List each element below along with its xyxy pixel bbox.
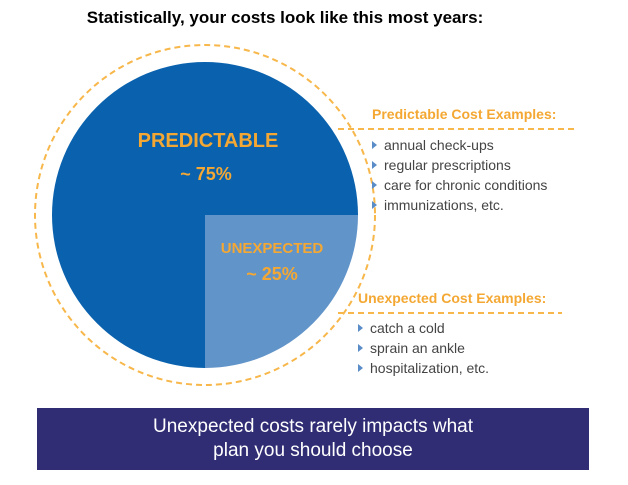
unexpected-examples-heading: Unexpected Cost Examples: <box>358 290 547 306</box>
pie-slice-predictable <box>52 62 358 368</box>
triangle-bullet-icon <box>372 161 377 169</box>
list-item: care for chronic conditions <box>372 175 547 195</box>
list-item: immunizations, etc. <box>372 195 547 215</box>
banner-line-2: plan you should choose <box>213 440 413 461</box>
list-item: sprain an ankle <box>358 338 489 358</box>
slice-label-unexpected: UNEXPECTED <box>221 240 324 257</box>
banner-line-1: Unexpected costs rarely impacts what <box>153 416 473 437</box>
triangle-bullet-icon <box>358 324 363 332</box>
list-item: regular prescriptions <box>372 155 547 175</box>
unexpected-examples-list: catch a cold sprain an ankle hospitaliza… <box>358 318 489 378</box>
page-title: Statistically, your costs look like this… <box>86 8 484 27</box>
outer-dashed-ring <box>34 44 376 386</box>
predictable-examples-list: annual check-ups regular prescriptions c… <box>372 135 547 215</box>
list-item: catch a cold <box>358 318 489 338</box>
pie-slice-unexpected <box>205 215 358 368</box>
triangle-bullet-icon <box>372 141 377 149</box>
list-item: hospitalization, etc. <box>358 358 489 378</box>
list-item: annual check-ups <box>372 135 547 155</box>
cost-pie-chart: PREDICTABLE ~ 75% UNEXPECTED ~ 25% <box>34 44 575 386</box>
conclusion-banner: Unexpected costs rarely impacts what pla… <box>37 408 589 470</box>
triangle-bullet-icon <box>358 344 363 352</box>
slice-value-predictable: ~ 75% <box>180 164 232 184</box>
triangle-bullet-icon <box>372 181 377 189</box>
slice-value-unexpected: ~ 25% <box>246 264 298 284</box>
slice-label-predictable: PREDICTABLE <box>138 130 279 152</box>
triangle-bullet-icon <box>372 201 377 209</box>
triangle-bullet-icon <box>358 364 363 372</box>
predictable-examples-heading: Predictable Cost Examples: <box>372 106 557 122</box>
